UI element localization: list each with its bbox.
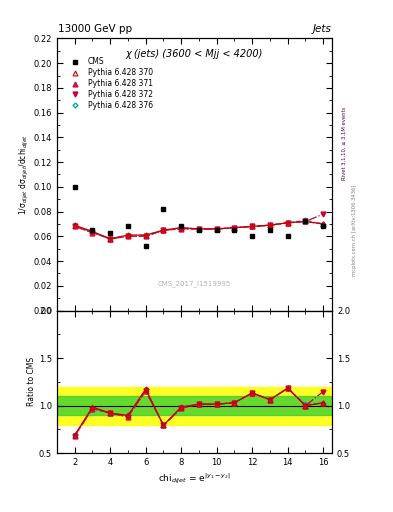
Pythia 6.428 370 <box>126 232 130 238</box>
Pythia 6.428 371 <box>250 223 255 229</box>
Pythia 6.428 372 <box>232 225 237 231</box>
Pythia 6.428 376 <box>303 217 308 223</box>
Line: Pythia 6.428 371: Pythia 6.428 371 <box>72 219 326 241</box>
Text: 13000 GeV pp: 13000 GeV pp <box>58 24 132 34</box>
CMS <box>161 206 166 212</box>
Pythia 6.428 370 <box>90 228 95 234</box>
Text: mcplots.cern.ch [arXiv:1306.3436]: mcplots.cern.ch [arXiv:1306.3436] <box>352 185 357 276</box>
Pythia 6.428 372 <box>108 236 112 242</box>
Pythia 6.428 376 <box>196 226 201 232</box>
Bar <box>57 396 332 415</box>
Pythia 6.428 372 <box>143 233 148 240</box>
Pythia 6.428 376 <box>143 232 148 238</box>
CMS <box>90 227 95 233</box>
Pythia 6.428 376 <box>268 222 272 228</box>
CMS <box>285 233 290 240</box>
CMS <box>214 227 219 233</box>
CMS <box>126 223 130 229</box>
Pythia 6.428 372 <box>321 211 325 217</box>
X-axis label: chi$_{dijet}$ = e$^{|y_1 - y_2|}$: chi$_{dijet}$ = e$^{|y_1 - y_2|}$ <box>158 471 231 486</box>
Pythia 6.428 370 <box>179 225 184 231</box>
Pythia 6.428 371 <box>108 236 112 242</box>
Pythia 6.428 371 <box>126 233 130 240</box>
Pythia 6.428 370 <box>321 221 325 227</box>
Pythia 6.428 371 <box>196 226 201 232</box>
Pythia 6.428 370 <box>303 219 308 225</box>
Text: Jets: Jets <box>312 24 331 34</box>
Pythia 6.428 372 <box>268 222 272 228</box>
Text: CMS_2017_I1519995: CMS_2017_I1519995 <box>158 280 231 287</box>
CMS <box>179 223 184 229</box>
CMS <box>72 184 77 190</box>
Pythia 6.428 370 <box>161 227 166 233</box>
Pythia 6.428 376 <box>72 222 77 228</box>
Pythia 6.428 376 <box>214 226 219 232</box>
Pythia 6.428 371 <box>214 226 219 232</box>
Text: χ (jets) (3600 < Mjj < 4200): χ (jets) (3600 < Mjj < 4200) <box>126 49 263 59</box>
CMS <box>321 223 325 229</box>
Pythia 6.428 376 <box>179 225 184 231</box>
Pythia 6.428 372 <box>72 223 77 229</box>
Pythia 6.428 370 <box>108 236 112 242</box>
CMS <box>143 243 148 249</box>
Pythia 6.428 372 <box>214 226 219 232</box>
Pythia 6.428 371 <box>303 219 308 225</box>
Pythia 6.428 370 <box>285 220 290 226</box>
Pythia 6.428 370 <box>72 222 77 228</box>
Pythia 6.428 371 <box>72 223 77 229</box>
Pythia 6.428 372 <box>161 227 166 233</box>
CMS <box>250 233 255 240</box>
Pythia 6.428 372 <box>285 220 290 226</box>
Pythia 6.428 371 <box>232 225 237 231</box>
Pythia 6.428 371 <box>179 226 184 232</box>
Pythia 6.428 370 <box>232 225 237 231</box>
CMS <box>268 227 272 233</box>
Pythia 6.428 376 <box>285 220 290 226</box>
Y-axis label: 1/σ$_{dijet}$ dσ$_{dijet}$/dchi$_{dijet}$: 1/σ$_{dijet}$ dσ$_{dijet}$/dchi$_{dijet}… <box>18 134 31 215</box>
Pythia 6.428 370 <box>143 232 148 238</box>
Pythia 6.428 370 <box>214 226 219 232</box>
Text: Rivet 3.1.10, ≥ 3.1M events: Rivet 3.1.10, ≥ 3.1M events <box>342 106 347 180</box>
Pythia 6.428 370 <box>250 223 255 229</box>
Y-axis label: Ratio to CMS: Ratio to CMS <box>27 357 36 407</box>
Pythia 6.428 376 <box>108 236 112 242</box>
Pythia 6.428 371 <box>321 221 325 227</box>
Pythia 6.428 372 <box>126 233 130 240</box>
CMS <box>108 229 112 236</box>
Pythia 6.428 370 <box>268 222 272 228</box>
Line: Pythia 6.428 370: Pythia 6.428 370 <box>72 219 326 241</box>
Pythia 6.428 371 <box>285 220 290 226</box>
Pythia 6.428 372 <box>179 226 184 232</box>
Pythia 6.428 376 <box>126 232 130 238</box>
Line: CMS: CMS <box>72 184 326 249</box>
Pythia 6.428 371 <box>90 229 95 236</box>
Pythia 6.428 376 <box>161 227 166 233</box>
Pythia 6.428 376 <box>321 221 325 227</box>
Legend: CMS, Pythia 6.428 370, Pythia 6.428 371, Pythia 6.428 372, Pythia 6.428 376: CMS, Pythia 6.428 370, Pythia 6.428 371,… <box>64 56 155 112</box>
CMS <box>303 219 308 225</box>
Pythia 6.428 370 <box>196 226 201 232</box>
Pythia 6.428 371 <box>143 233 148 240</box>
Pythia 6.428 372 <box>303 219 308 225</box>
Line: Pythia 6.428 376: Pythia 6.428 376 <box>73 219 325 241</box>
Bar <box>57 387 332 424</box>
Pythia 6.428 376 <box>250 223 255 229</box>
CMS <box>232 227 237 233</box>
Pythia 6.428 372 <box>90 229 95 236</box>
Pythia 6.428 372 <box>250 223 255 229</box>
Pythia 6.428 376 <box>90 229 95 236</box>
Pythia 6.428 371 <box>161 227 166 233</box>
Pythia 6.428 376 <box>232 225 237 231</box>
Line: Pythia 6.428 372: Pythia 6.428 372 <box>72 211 326 241</box>
Pythia 6.428 372 <box>196 226 201 232</box>
Pythia 6.428 371 <box>268 222 272 228</box>
CMS <box>196 227 201 233</box>
